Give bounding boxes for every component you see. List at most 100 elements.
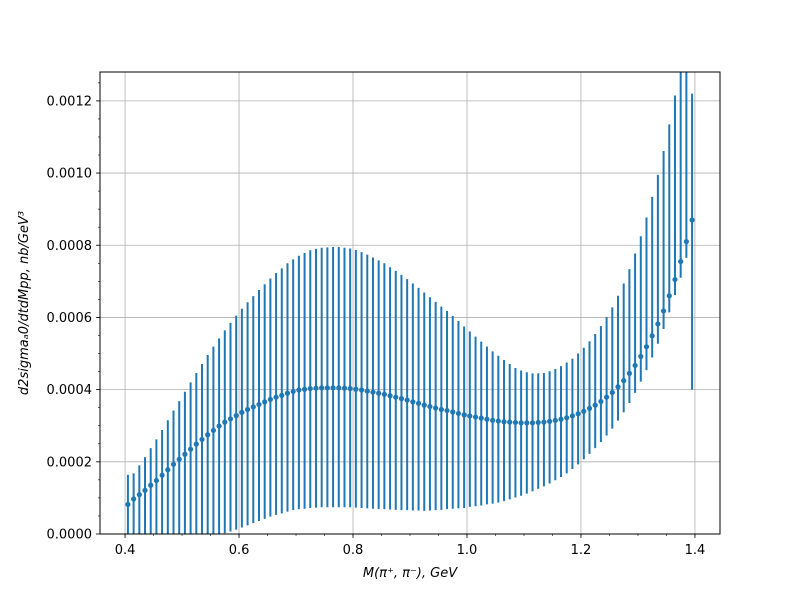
point-layer [125, 217, 695, 508]
data-point [176, 456, 182, 462]
data-point [615, 384, 621, 390]
data-point [569, 413, 576, 419]
data-point [125, 501, 131, 508]
data-point [535, 419, 541, 426]
data-point [478, 415, 484, 421]
data-point [444, 407, 450, 414]
data-point [564, 415, 570, 421]
data-point [381, 391, 387, 397]
data-point [495, 418, 501, 424]
data-point [170, 461, 177, 467]
y-tick-label: 0.0008 [47, 239, 93, 254]
data-point [438, 406, 444, 413]
y-tick-label: 0.0006 [47, 311, 93, 326]
data-point [387, 393, 393, 399]
data-point [404, 397, 410, 403]
data-point [415, 400, 422, 406]
data-point [490, 417, 496, 423]
data-point [541, 419, 547, 425]
data-point [250, 404, 256, 410]
data-point [598, 398, 604, 405]
data-point [507, 419, 513, 425]
y-tick-label: 0.0000 [47, 528, 93, 543]
y-tick-label: 0.0012 [47, 94, 93, 109]
data-point [575, 411, 581, 417]
data-point [410, 399, 416, 405]
data-point [376, 390, 382, 396]
data-point [159, 472, 165, 478]
data-point [524, 420, 530, 426]
data-point [136, 492, 142, 498]
tick-layer: 0.4 0.6 0.8 1.0 1.2 1.4 0.0000 0.0002 0.0004 0.00… [47, 82, 706, 558]
data-point [279, 392, 285, 398]
data-point [461, 412, 467, 418]
data-point [501, 419, 507, 425]
data-point [484, 416, 490, 422]
data-point [518, 420, 524, 426]
data-point [467, 413, 473, 419]
data-point [227, 416, 234, 422]
data-point [244, 406, 251, 413]
data-point [301, 386, 308, 392]
data-point [284, 390, 291, 396]
data-point [273, 394, 279, 400]
x-tick-label: 0.8 [343, 543, 364, 558]
data-point [193, 441, 199, 447]
data-point [290, 388, 296, 395]
data-point [347, 385, 353, 392]
data-point [472, 414, 479, 420]
data-point [547, 418, 553, 424]
data-point [672, 276, 678, 283]
data-point [678, 258, 684, 265]
data-point [239, 409, 245, 415]
data-point [433, 405, 439, 411]
data-point [655, 321, 661, 327]
data-point [552, 417, 558, 423]
data-point [621, 378, 627, 384]
data-point [205, 432, 211, 438]
x-tick-label: 1.4 [685, 543, 706, 558]
x-axis-label: M(π⁺, π⁻), GeV [363, 566, 458, 581]
data-point [626, 370, 632, 376]
data-point [336, 385, 342, 391]
data-point [267, 396, 273, 402]
y-tick-label: 0.0002 [47, 455, 93, 470]
data-point [188, 446, 194, 452]
data-point [586, 405, 593, 411]
data-point [256, 401, 262, 408]
data-point [319, 385, 325, 391]
data-point [529, 420, 536, 426]
data-point [131, 496, 137, 502]
data-point [638, 353, 644, 360]
grid-layer [100, 72, 720, 535]
x-tick-label: 1.0 [457, 543, 478, 558]
data-point [421, 402, 427, 408]
data-point [649, 333, 655, 339]
data-point [632, 362, 638, 369]
x-tick-label: 1.2 [571, 543, 592, 558]
data-point [581, 408, 587, 414]
data-point [398, 396, 405, 402]
data-point [683, 239, 689, 245]
data-point [313, 385, 319, 391]
data-point [199, 436, 205, 443]
data-point [153, 477, 160, 484]
data-point [296, 387, 302, 393]
data-point [689, 217, 695, 223]
data-point [216, 423, 222, 429]
data-point [393, 394, 399, 400]
data-point [307, 385, 313, 392]
data-point [512, 419, 519, 426]
data-point [455, 410, 462, 417]
data-point [609, 389, 615, 396]
data-point [603, 394, 610, 400]
y-tick-label: 0.0010 [47, 167, 93, 182]
data-point [222, 419, 228, 425]
data-point [558, 416, 564, 422]
data-point [142, 487, 148, 493]
y-axis-label: d2sigmaₐ0/dtdMpp, nb/GeV³ [17, 211, 32, 395]
data-point [427, 403, 433, 410]
x-tick-label: 0.4 [115, 543, 136, 558]
